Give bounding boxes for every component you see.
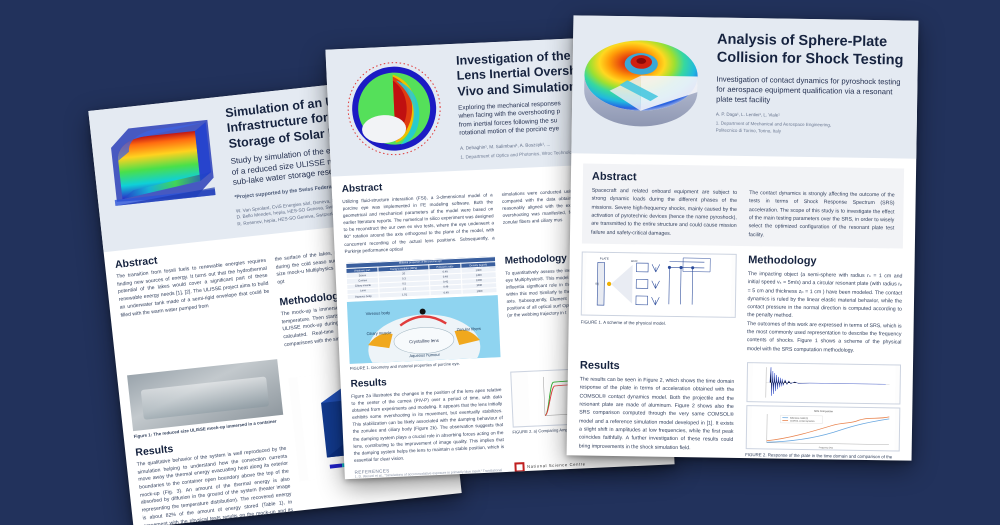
time-domain-svg [751,363,896,404]
poster-affiliation: 1. Department of Mechanical and Aerospac… [715,121,832,134]
svg-text:PLATE: PLATE [600,256,609,260]
svg-text:COMSOL contact dynamics: COMSOL contact dynamics [789,419,814,422]
poster-title: Analysis of Sphere-Plate Collision for S… [716,31,904,69]
material-properties-table: Material properties of the porcine eye A… [345,256,497,300]
eye-anatomy-svg: Crystalline lens Ciliary muscle Zonular … [347,295,500,365]
abstract-col-1: The transition from fossil fuels to rene… [116,257,270,319]
figure1-block: Figure 1: The reduced size ULISSE mock-u… [127,358,294,525]
porcine-eye-simulation-image [336,54,453,163]
methodology-block: Methodology The impacting object (a semi… [747,254,903,356]
results-and-figure2: Results The results can be seen in Figur… [578,359,902,461]
abstract-col-2: The contact dynamics is strongly affecti… [748,190,895,238]
funder-block: National Science Centre This production … [513,456,666,479]
figure1-eye-anatomy-diagram: Crystalline lens Ciliary muscle Zonular … [346,295,501,365]
abstract-heading: Abstract [591,170,637,184]
poster-header: Analysis of Sphere-Plate Collision for S… [571,15,919,159]
srs-plot-svg: SRS Comparison Reference model [1] COMSO… [750,406,895,451]
svg-text:Reference model [1]: Reference model [1] [789,418,807,420]
poster-authors: A. P. Daga¹, L. Lentini¹, L. Viale¹ [715,111,780,118]
svg-text:Frequency [Hz]: Frequency [Hz] [818,446,833,449]
figure1-and-methodology: Material properties of the porcine eye A… [345,249,660,372]
plate-shock-svg [584,40,698,127]
results-heading: Results [579,359,620,373]
poster-sphere-plate-collision[interactable]: Analysis of Sphere-Plate Collision for S… [566,15,919,461]
figure2-time-domain-plot [745,362,902,405]
results-text: The results can be seen in Figure 2, whi… [578,376,735,451]
abstract-columns: Spacecraft and related onboard equipment… [591,187,895,242]
svg-text:SDOF: SDOF [631,260,638,263]
resonant-plate-simulation-image [580,29,704,141]
svg-text:Zonular fibers: Zonular fibers [456,326,481,332]
poster-body: Abstract Spacecraft and related onboard … [567,153,917,461]
abstract-col-1: Spacecraft and related onboard equipment… [591,187,738,237]
results-block: Results The results can be seen in Figur… [578,359,735,460]
figure1-block: PLATE f(t) SDOF [580,251,737,353]
svg-text:Ciliary muscle: Ciliary muscle [366,330,392,336]
eye-model-svg [347,62,441,156]
figure2-caption: FIGURE 2. Response of the plate in the t… [745,452,899,461]
figure1-block: Material properties of the porcine eye A… [345,256,501,372]
poster-header: Investigation of the Lens Inertial Overs… [325,34,661,177]
svg-text:Crystalline lens: Crystalline lens [409,338,440,344]
scheme-svg: PLATE f(t) SDOF [585,252,732,317]
figure1-and-methodology: PLATE f(t) SDOF [580,251,903,355]
poster-header: Simulation of an Unde Infrastructure for… [88,75,432,253]
results-text: The qualitative behavior of the system i… [136,445,294,525]
svg-text:SRS Comparison: SRS Comparison [813,410,833,413]
results-text: Figure 2a illustrates the changes in the… [351,386,505,463]
abstract-col-1: Utilizing fluid-structure interaction (F… [342,192,495,254]
methodology-heading: Methodology [748,253,817,268]
svg-text:f(t): f(t) [596,282,600,286]
poster-subtitle: Investigation of contact dynamics for py… [716,74,901,105]
svg-text:Aqueous humour: Aqueous humour [409,352,440,358]
solar-tank-simulation-image [99,107,226,211]
methodology-text: The impacting object (a semi-sphere with… [746,270,903,354]
funder-name: National Science Centre [526,461,586,470]
figure1-physical-model-scheme: PLATE f(t) SDOF [580,251,737,318]
svg-text:Vitreous body: Vitreous body [366,310,391,316]
figure2-block: SRS Comparison Reference model [1] COMSO… [745,362,902,461]
figure1-caption: FIGURE 1. A scheme of the physical model… [580,319,667,326]
results-block: Results Figure 2a illustrates the change… [350,372,504,464]
funder-logo-icon [513,462,525,473]
solar-tank-svg [111,119,216,206]
figure2-srs-comparison-plot: SRS Comparison Reference model [1] COMSO… [745,405,901,452]
abstract-box: Abstract Spacecraft and related onboard … [581,163,905,249]
